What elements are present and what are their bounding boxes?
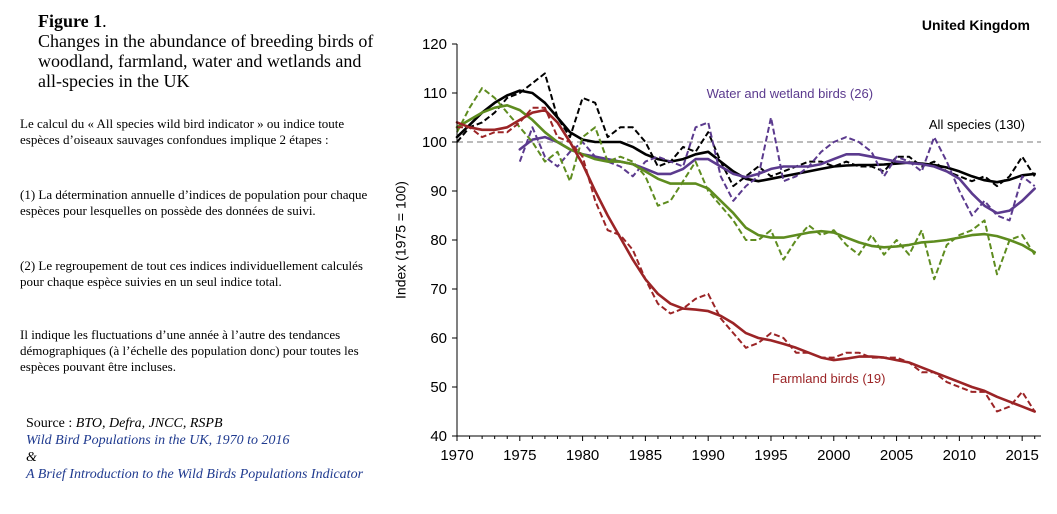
description-paragraph-2: (1) La détermination annuelle d’indices … (20, 187, 368, 218)
chart-title: United Kingdom (922, 17, 1030, 33)
x-tick-label: 1990 (691, 447, 724, 464)
source-link-wild-bird-populations[interactable]: Wild Bird Populations in the UK, 1970 to… (26, 433, 290, 448)
figure-text-panel: Figure 1. Changes in the abundance of bre… (0, 0, 390, 510)
series-farmland-trend-line (455, 108, 1037, 413)
annotations-group: Water and wetland birds (26) All species … (707, 86, 1025, 386)
annotation-farmland: Farmland birds (19) (772, 371, 885, 386)
figure-title: Changes in the abundance of breeding bir… (38, 31, 374, 91)
y-tick-label: 50 (430, 379, 447, 396)
x-tick-label: 1995 (754, 447, 787, 464)
source-block: Source : BTO, Defra, JNCC, RSPB Wild Bir… (26, 415, 386, 483)
source-label: Source : (26, 416, 76, 431)
axes-group: 40 50 60 70 80 90 100 110 120 1970 1975 1980 1985 199… (422, 36, 1041, 464)
line-chart: United Kingdom Index (1975 = 100) 40 50 60… (393, 17, 1041, 464)
series-farmland (455, 106, 1037, 413)
x-tick-label: 2000 (817, 447, 850, 464)
series-water-annual-line (518, 116, 1036, 222)
description-paragraph-4: Il indique les fluctuations d’une année … (20, 327, 359, 374)
y-tick-label: 60 (430, 330, 447, 347)
y-axis-label: Index (1975 = 100) (393, 181, 409, 299)
x-tick-label: 1970 (440, 447, 473, 464)
y-tick-label: 100 (422, 134, 447, 151)
annotation-all: All species (130) (929, 117, 1025, 132)
series-woodland-annual-line (456, 87, 1036, 281)
y-tick-label: 120 (422, 36, 447, 53)
source-orgs: BTO, Defra, JNCC, RSPB (75, 416, 223, 431)
source-ampersand: & (26, 450, 37, 465)
series-woodland-trend-line (455, 104, 1037, 254)
x-tick-label: 1975 (503, 447, 536, 464)
x-tick-label: 2005 (880, 447, 913, 464)
y-tick-label: 90 (430, 183, 447, 200)
series-all (455, 72, 1037, 188)
series-farmland-annual-line (457, 106, 1036, 413)
figure-heading: Figure 1. Changes in the abundance of bre… (38, 11, 374, 91)
y-tick-label: 40 (430, 428, 447, 445)
series-woodland (455, 87, 1037, 281)
series-all-trend-line (455, 89, 1037, 184)
description-paragraph-1: Le calcul du « All species wild bird ind… (20, 116, 345, 147)
x-tick-label: 2015 (1005, 447, 1038, 464)
description-paragraph-3: (2) Le regroupement de tout ces indices … (20, 258, 363, 289)
annotation-water: Water and wetland birds (26) (707, 86, 873, 101)
series-group (455, 72, 1037, 413)
x-tick-label: 2010 (943, 447, 976, 464)
y-tick-label: 80 (430, 232, 447, 249)
source-link-brief-introduction[interactable]: A Brief Introduction to the Wild Birds P… (26, 467, 364, 482)
chart-panel: United Kingdom Index (1975 = 100) 40 50 60… (390, 0, 1057, 510)
figure-label: Figure 1 (38, 11, 103, 31)
x-tick-label: 1985 (629, 447, 662, 464)
y-tick-label: 110 (423, 85, 447, 102)
y-tick-label: 70 (430, 281, 447, 298)
x-tick-label: 1980 (566, 447, 599, 464)
